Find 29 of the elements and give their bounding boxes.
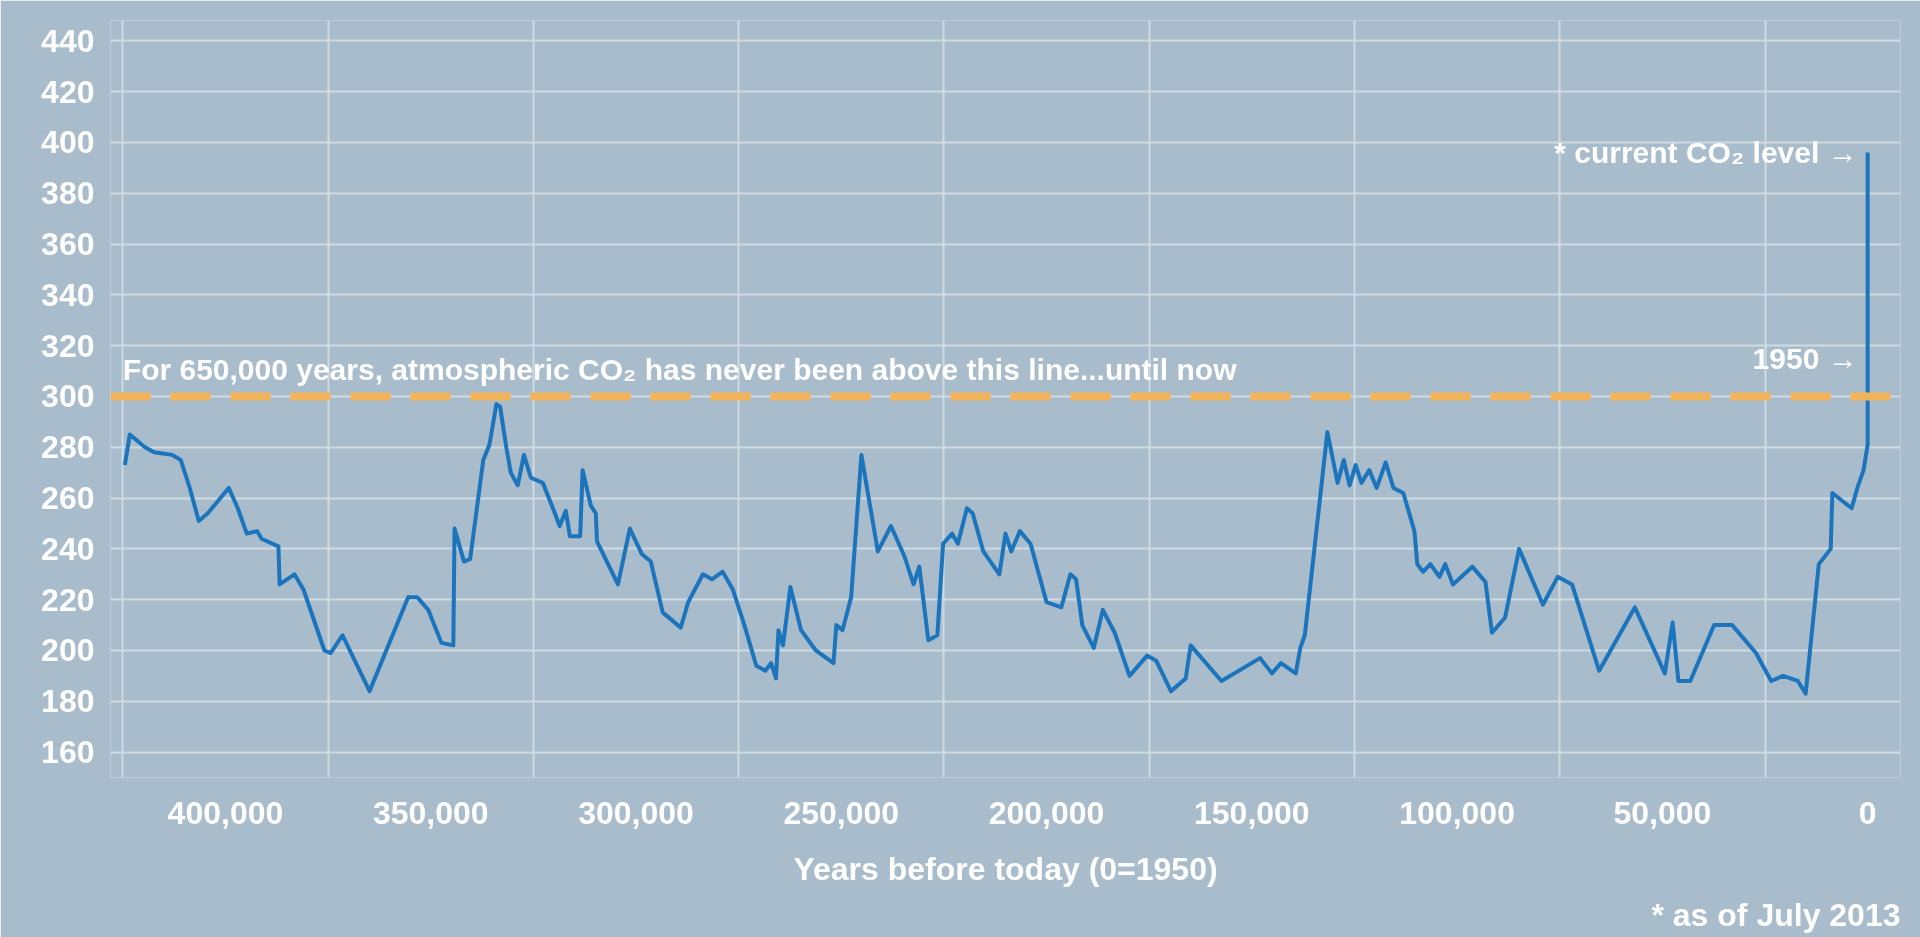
y-tick-label: 160	[41, 734, 95, 771]
y-tick-label: 240	[41, 530, 95, 567]
y-tick-label: 420	[41, 73, 95, 110]
y-tick-label: 320	[41, 327, 95, 364]
annotation: 1950 →	[1752, 341, 1858, 375]
y-tick-label: 440	[41, 22, 95, 59]
y-tick-label: 260	[41, 480, 95, 517]
y-tick-label: 300	[41, 378, 95, 415]
x-tick-label: 0	[1858, 794, 1877, 831]
x-tick-label: 400,000	[167, 794, 284, 831]
text: * as of July 2013	[1651, 896, 1901, 933]
x-tick-label: 50,000	[1613, 794, 1712, 831]
y-tick-label: 400	[41, 124, 95, 161]
annotation: * current CO₂ level →	[1554, 136, 1858, 170]
ref-line-label: For 650,000 years, atmospheric CO₂ has never been above this line...until now	[122, 353, 1238, 387]
y-tick-label: 220	[41, 581, 95, 618]
x-tick-label: 350,000	[372, 794, 489, 831]
x-tick-label: 100,000	[1399, 794, 1515, 831]
x-tick-label: 250,000	[783, 794, 900, 831]
y-tick-label: 360	[41, 226, 95, 263]
y-tick-label: 340	[41, 276, 95, 313]
x-tick-label: 150,000	[1193, 794, 1310, 831]
y-tick-label: 280	[41, 429, 95, 466]
x-tick-label: 300,000	[578, 794, 694, 831]
y-tick-label: 380	[41, 175, 95, 212]
x-axis-title: Years before today (0=1950)	[793, 850, 1218, 887]
x-tick-label: 200,000	[988, 794, 1105, 831]
y-tick-label: 200	[41, 632, 95, 669]
y-tick-label: 180	[41, 683, 95, 720]
